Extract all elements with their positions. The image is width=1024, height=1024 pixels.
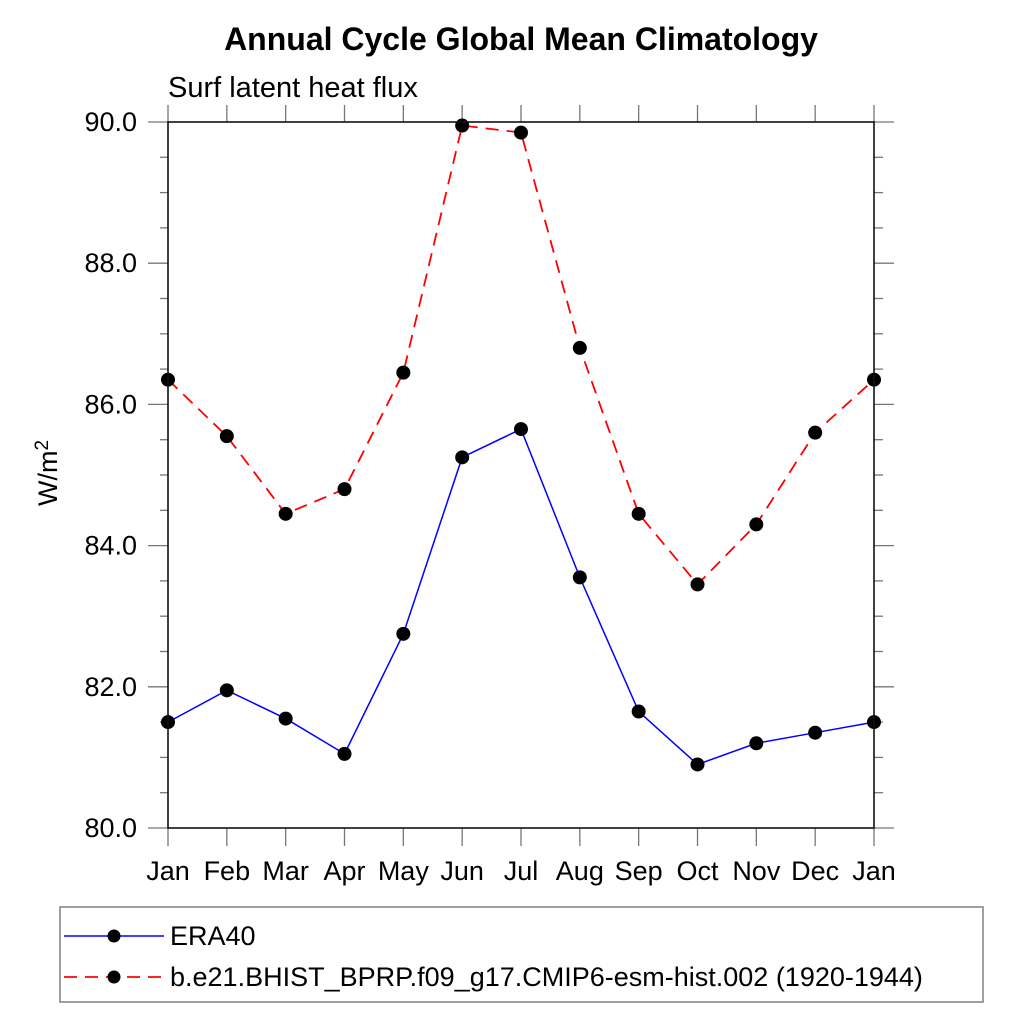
- legend-box: [59, 906, 984, 1003]
- x-tick-label: Oct: [676, 856, 719, 886]
- data-point: [572, 340, 587, 355]
- plot-frame: [167, 121, 875, 829]
- data-point: [278, 711, 293, 726]
- y-tick-label: 84.0: [84, 531, 137, 561]
- data-point: [572, 570, 587, 585]
- y-tick-label: 90.0: [84, 107, 137, 137]
- data-point: [396, 365, 411, 380]
- plot-area: Jan Feb Mar Apr May Jun Jul Aug Sep Oct Nov Dec Jan 8…: [84, 105, 896, 886]
- data-point: [278, 506, 293, 521]
- x-tick-label: Nov: [732, 856, 781, 886]
- data-point: [808, 425, 823, 440]
- data-point: [219, 683, 234, 698]
- x-tick-label: Jun: [440, 856, 484, 886]
- y-tick-label: 80.0: [84, 813, 137, 843]
- data-point: [514, 422, 528, 437]
- legend-label: b.e21.BHIST_BPRP.f09_g17.CMIP6-esm-hist.…: [170, 962, 923, 992]
- y-tick-label: 86.0: [84, 389, 137, 419]
- x-tick-label: Aug: [556, 856, 604, 886]
- x-tick-label: Feb: [204, 856, 251, 886]
- y-tick-label: 82.0: [84, 672, 137, 702]
- data-point: [690, 757, 705, 772]
- data-point: [631, 506, 646, 521]
- y-axis-title: W/m2: [32, 440, 63, 506]
- data-point: [396, 626, 411, 641]
- data-point: [219, 429, 234, 444]
- x-tick-label: Jul: [504, 856, 539, 886]
- series-line-1: [167, 124, 875, 586]
- x-tick-label: Apr: [323, 856, 365, 886]
- x-tick-label: Jan: [852, 856, 896, 886]
- x-tick-label: Sep: [615, 856, 663, 886]
- legend-marker: [107, 970, 121, 984]
- data-point: [631, 704, 646, 719]
- data-point: [808, 725, 823, 740]
- series-line-0: [167, 428, 875, 766]
- data-point: [337, 746, 352, 761]
- legend-marker: [107, 929, 121, 943]
- data-point: [749, 736, 764, 751]
- legend: ERA40 b.e21.BHIST_BPRP.f09_g17.CMIP6-esm-…: [59, 906, 984, 1003]
- data-point: [514, 125, 528, 140]
- chart-subtitle: Surf latent heat flux: [168, 72, 418, 104]
- data-point: [690, 577, 705, 592]
- x-tick-label: Mar: [262, 856, 309, 886]
- data-point: [455, 118, 470, 133]
- x-tick-label: May: [378, 856, 430, 886]
- chart-title: Annual Cycle Global Mean Climatology: [224, 21, 818, 57]
- legend-label: ERA40: [170, 921, 256, 951]
- data-point: [455, 450, 470, 465]
- x-tick-label: Jan: [146, 856, 190, 886]
- data-point: [749, 517, 764, 532]
- data-point: [337, 482, 352, 497]
- y-tick-label: 88.0: [84, 248, 137, 278]
- x-tick-label: Dec: [791, 856, 839, 886]
